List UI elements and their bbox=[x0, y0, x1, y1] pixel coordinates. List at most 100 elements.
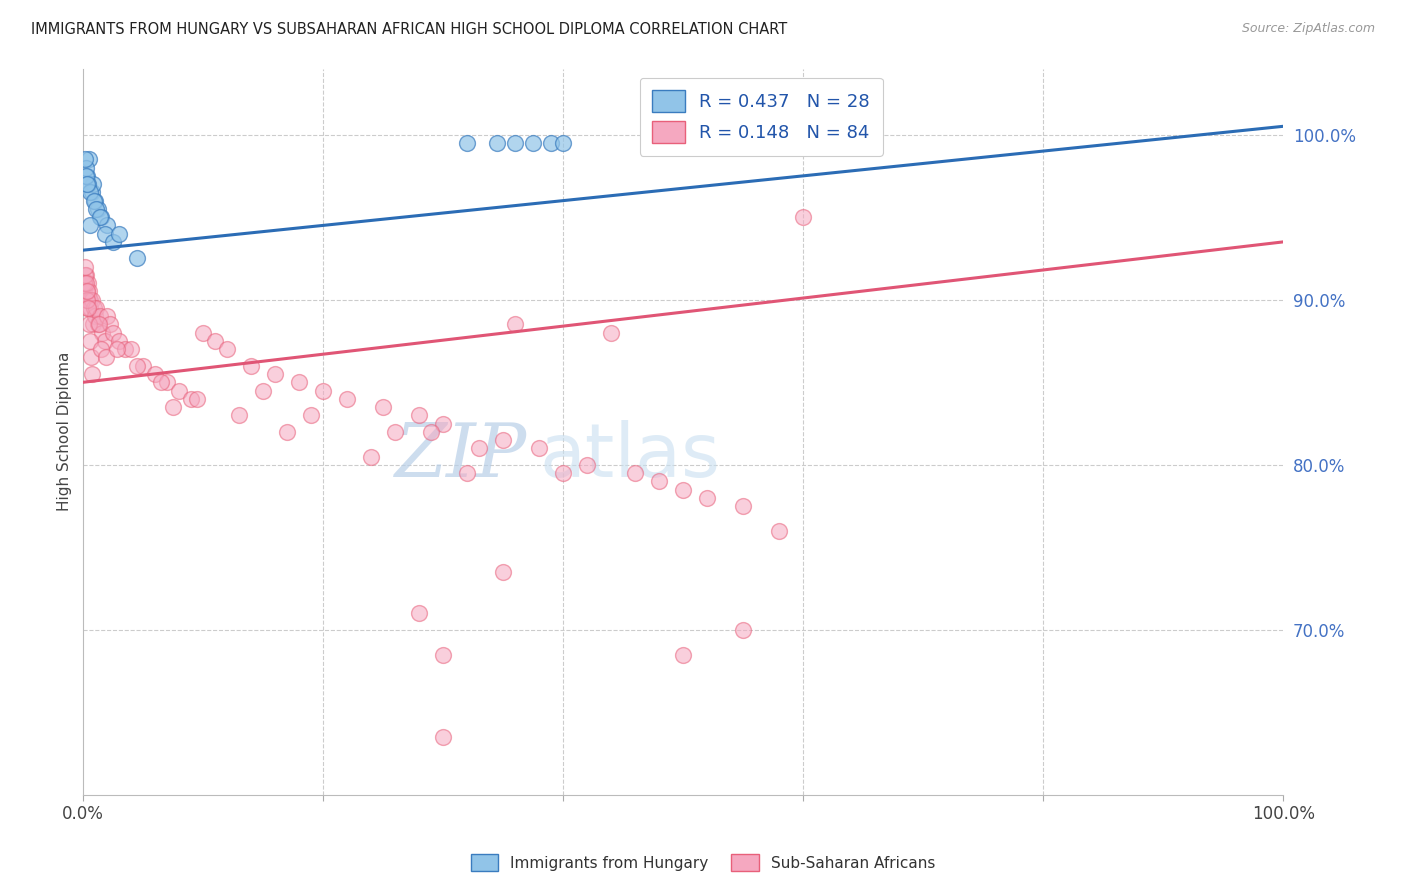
Point bbox=[733, 499, 755, 513]
Point bbox=[77, 177, 100, 191]
Point bbox=[84, 194, 107, 208]
Point bbox=[132, 359, 155, 373]
Point bbox=[420, 425, 443, 439]
Point bbox=[76, 177, 98, 191]
Point bbox=[76, 169, 98, 183]
Point bbox=[648, 475, 671, 489]
Y-axis label: High School Diploma: High School Diploma bbox=[58, 352, 72, 511]
Point bbox=[264, 367, 287, 381]
Point bbox=[288, 376, 311, 390]
Point bbox=[468, 442, 491, 456]
Point bbox=[94, 351, 117, 365]
Point bbox=[86, 202, 108, 216]
Point bbox=[76, 285, 98, 299]
Point bbox=[492, 433, 515, 447]
Point bbox=[228, 409, 250, 423]
Point bbox=[73, 268, 96, 282]
Point bbox=[299, 409, 322, 423]
Point bbox=[82, 367, 104, 381]
Point bbox=[79, 301, 101, 315]
Point bbox=[77, 318, 100, 332]
Point bbox=[108, 334, 131, 348]
Point bbox=[120, 343, 142, 357]
Point bbox=[156, 376, 179, 390]
Point bbox=[127, 359, 149, 373]
Point bbox=[150, 376, 173, 390]
Point bbox=[522, 136, 544, 150]
Point bbox=[103, 235, 125, 249]
Point bbox=[624, 466, 647, 480]
Point bbox=[77, 293, 100, 307]
Point bbox=[792, 210, 814, 224]
Point bbox=[83, 301, 105, 315]
Point bbox=[600, 326, 623, 340]
Point bbox=[204, 334, 226, 348]
Point bbox=[503, 318, 526, 332]
Point bbox=[79, 219, 101, 233]
Point bbox=[91, 326, 114, 340]
Point bbox=[105, 343, 128, 357]
Point bbox=[360, 450, 382, 464]
Point bbox=[169, 384, 191, 398]
Point bbox=[73, 276, 96, 290]
Point bbox=[76, 293, 98, 307]
Point bbox=[492, 565, 515, 579]
Point bbox=[89, 210, 111, 224]
Point bbox=[553, 136, 575, 150]
Point bbox=[90, 343, 112, 357]
Point bbox=[576, 458, 599, 472]
Point bbox=[76, 285, 98, 299]
Point bbox=[503, 136, 526, 150]
Point bbox=[432, 417, 454, 431]
Point bbox=[86, 301, 108, 315]
Point bbox=[84, 309, 107, 323]
Point bbox=[384, 425, 406, 439]
Point bbox=[733, 623, 755, 637]
Point bbox=[108, 227, 131, 241]
Point bbox=[75, 153, 97, 167]
Point bbox=[75, 276, 97, 290]
Point bbox=[75, 268, 97, 282]
Point bbox=[77, 276, 100, 290]
Point bbox=[82, 318, 104, 332]
Point bbox=[80, 351, 103, 365]
Point bbox=[672, 483, 695, 497]
Point bbox=[768, 524, 790, 538]
Point bbox=[86, 202, 108, 216]
Point bbox=[75, 161, 97, 175]
Point bbox=[79, 186, 101, 200]
Point bbox=[79, 153, 101, 167]
Point bbox=[79, 334, 101, 348]
Point bbox=[127, 252, 149, 266]
Legend: R = 0.437   N = 28, R = 0.148   N = 84: R = 0.437 N = 28, R = 0.148 N = 84 bbox=[640, 78, 883, 156]
Point bbox=[180, 392, 202, 406]
Point bbox=[143, 367, 166, 381]
Legend: Immigrants from Hungary, Sub-Saharan Africans: Immigrants from Hungary, Sub-Saharan Afr… bbox=[464, 848, 942, 877]
Text: ZIP: ZIP bbox=[395, 420, 527, 492]
Point bbox=[75, 276, 97, 290]
Point bbox=[240, 359, 263, 373]
Point bbox=[96, 309, 118, 323]
Text: Source: ZipAtlas.com: Source: ZipAtlas.com bbox=[1241, 22, 1375, 36]
Point bbox=[75, 293, 97, 307]
Point bbox=[553, 466, 575, 480]
Point bbox=[79, 293, 101, 307]
Point bbox=[432, 731, 454, 745]
Point bbox=[373, 400, 395, 414]
Point bbox=[114, 343, 136, 357]
Point bbox=[75, 169, 97, 183]
Point bbox=[80, 186, 103, 200]
Point bbox=[98, 318, 121, 332]
Point bbox=[75, 260, 97, 274]
Point bbox=[486, 136, 509, 150]
Point bbox=[76, 301, 98, 315]
Point bbox=[529, 442, 551, 456]
Point bbox=[90, 210, 112, 224]
Point bbox=[408, 607, 430, 621]
Point bbox=[456, 136, 478, 150]
Point bbox=[89, 309, 111, 323]
Point bbox=[79, 285, 101, 299]
Point bbox=[96, 219, 118, 233]
Point bbox=[94, 334, 117, 348]
Point bbox=[73, 285, 96, 299]
